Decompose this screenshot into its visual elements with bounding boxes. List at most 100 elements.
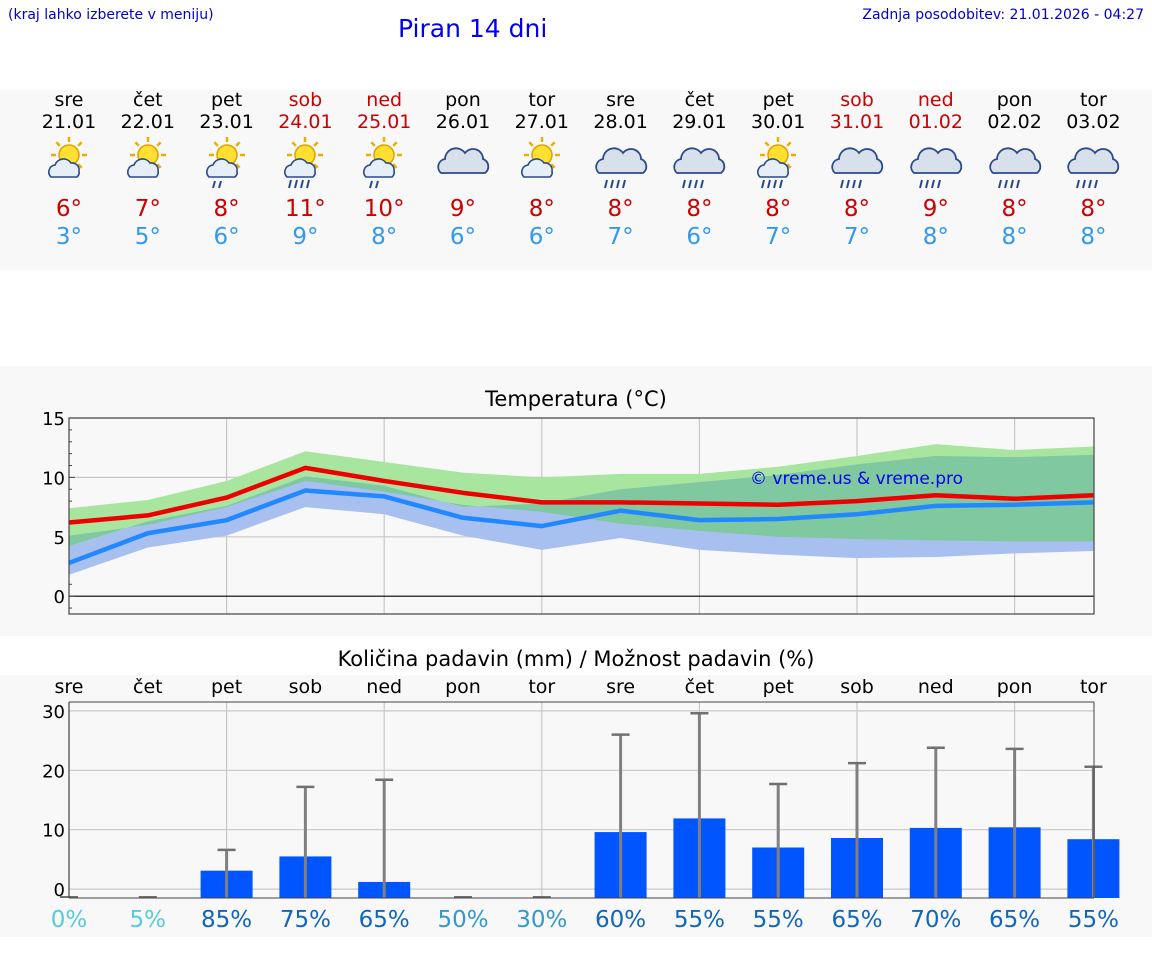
precipitation-probability: 60% [595, 907, 646, 933]
x-category-label: ned [918, 676, 954, 698]
day-date: 22.01 [120, 111, 175, 133]
day-date: 01.02 [908, 111, 963, 133]
cloud-rain-icon [910, 147, 962, 189]
temperature-chart: 0 5 10 15 © vreme.us & vreme.pro [42, 410, 1095, 615]
y-tick-label: 5 [54, 528, 65, 549]
min-temperature: 7° [607, 224, 634, 250]
cloud-rain-icon [988, 147, 1041, 189]
cloud-rain-icon [1067, 147, 1120, 189]
max-temperature: 8° [1080, 196, 1107, 222]
cloud-icon [437, 147, 490, 174]
x-category-label: pet [211, 676, 242, 698]
day-date: 28.01 [593, 111, 648, 133]
min-temperature: 8° [1080, 224, 1107, 250]
min-temperature: 7° [765, 224, 792, 250]
max-temperature: 8° [1001, 196, 1028, 222]
cloud-rain-icon [594, 147, 647, 189]
max-temperature: 6° [55, 196, 83, 222]
precipitation-probability: 65% [359, 907, 410, 933]
precipitation-probability: 65% [831, 907, 882, 933]
day-column: pet 30.01 8° 7° [733, 89, 823, 251]
day-column: sre 21.01 6° 3° [24, 89, 114, 251]
precipitation-chart: sre čet pet sob ned pon tor sre čet pet sob ned pon t… [42, 676, 1120, 933]
sun-cloud-icon [48, 137, 87, 178]
day-column: pet 23.01 8° 6° [182, 89, 272, 251]
max-temperature-line [68, 465, 1094, 525]
precipitation-probability: 85% [201, 907, 252, 933]
min-temperature: 6° [449, 224, 477, 250]
x-category-label: sre [55, 676, 84, 698]
min-temperature: 5° [134, 224, 161, 250]
day-date: 26.01 [435, 111, 491, 133]
day-name: tor [528, 89, 556, 111]
day-column: tor 03.02 8° 8° [1048, 89, 1138, 251]
precipitation-probability: 5% [130, 907, 167, 933]
max-temperature: 7° [134, 196, 161, 222]
day-name: sre [606, 89, 636, 111]
watermark-text: © vreme.us & vreme.pro [750, 469, 963, 489]
precipitation-probability: 50% [437, 907, 488, 933]
day-column: sob 31.01 8° 7° [812, 89, 902, 251]
day-name: pon [996, 89, 1033, 111]
day-name: ned [366, 89, 403, 111]
sun-cloud-rain-light-icon [363, 137, 403, 189]
precipitation-probability: 0% [51, 907, 88, 933]
day-name: sob [840, 89, 874, 111]
day-column: pon 02.02 8° 8° [970, 89, 1060, 251]
x-category-label: sob [840, 676, 874, 698]
min-temperature: 6° [686, 224, 713, 250]
sun-cloud-rain-icon [757, 137, 797, 189]
forecast-strip-background [0, 90, 1152, 270]
max-temperature: 8° [528, 196, 555, 222]
min-temperature: 8° [1001, 224, 1028, 250]
x-category-label: sre [606, 676, 635, 698]
max-temperature: 8° [213, 196, 240, 222]
max-temperature: 8° [843, 196, 871, 222]
x-category-label: čet [133, 676, 163, 698]
min-temperature: 3° [55, 224, 83, 250]
day-date: 25.01 [356, 111, 412, 133]
page-title: Piran 14 dni [398, 14, 548, 43]
min-temperature: 7° [843, 224, 871, 250]
day-column: ned 25.01 10° 8° [339, 89, 429, 251]
day-name: pon [445, 89, 481, 111]
day-column: čet 22.01 7° 5° [103, 89, 193, 251]
sun-cloud-rain-icon [284, 137, 324, 189]
max-temperature: 8° [686, 196, 713, 222]
cloud-rain-icon [673, 147, 726, 189]
precipitation-probability: 55% [753, 907, 804, 933]
sun-cloud-rain-light-icon [205, 137, 245, 189]
y-tick-label: 20 [42, 761, 65, 782]
x-category-label: čet [685, 676, 715, 698]
day-name: sob [288, 89, 323, 111]
y-tick-label: 10 [42, 821, 65, 842]
max-temperature: 11° [285, 196, 326, 222]
precipitation-probability: 65% [989, 907, 1040, 933]
temperature-chart-title: Temperatura (°C) [485, 387, 667, 411]
precipitation-probability: 70% [910, 907, 961, 933]
day-date: 31.01 [829, 111, 885, 133]
sun-cloud-icon [520, 137, 560, 178]
day-column: sre 28.01 8° 7° [576, 89, 666, 251]
x-category-label: pon [997, 676, 1033, 698]
min-temperature: 6° [213, 224, 240, 250]
last-update-text: Zadnja posodobitev: 21.01.2026 - 04:27 [862, 7, 1144, 23]
day-name: pet [762, 89, 794, 111]
day-date: 03.02 [1066, 111, 1121, 133]
precipitation-probability: 55% [1068, 907, 1119, 933]
x-category-label: tor [1080, 676, 1107, 698]
min-temperature: 8° [371, 224, 398, 250]
day-name: pet [210, 89, 243, 111]
day-name: ned [917, 89, 954, 111]
y-tick-label: 30 [42, 702, 65, 723]
max-temperature: 9° [449, 196, 477, 222]
max-temperature: 9° [922, 196, 949, 222]
day-date: 30.01 [750, 111, 806, 133]
precipitation-chart-title: Količina padavin (mm) / Možnost padavin … [337, 647, 815, 671]
y-tick-label: 10 [42, 468, 65, 489]
x-category-label: tor [528, 676, 555, 698]
day-name: tor [1079, 89, 1107, 111]
day-name: čet [133, 89, 163, 111]
location-hint-link[interactable]: (kraj lahko izberete v meniju) [8, 7, 214, 23]
day-date: 29.01 [672, 111, 727, 133]
